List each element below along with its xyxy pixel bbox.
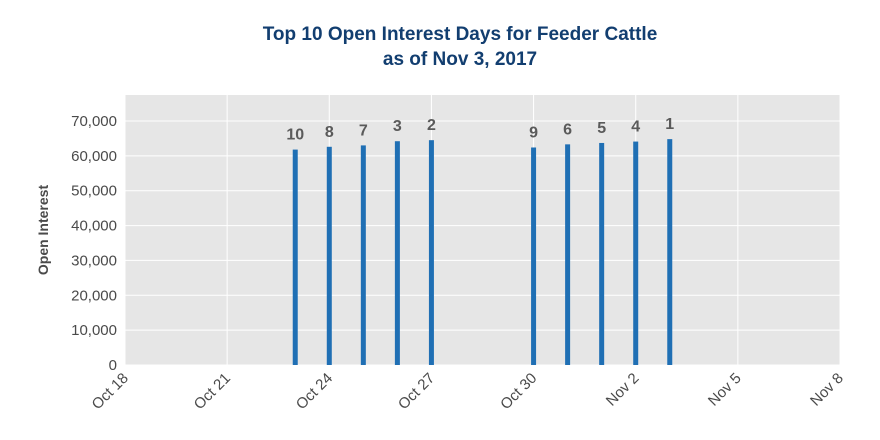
- bar: [360, 145, 366, 365]
- y-axis: 0 10,000 20,000 30,000 40,000 50,000 60,000 70,…: [71, 113, 117, 374]
- x-tick-label: Oct 27: [395, 370, 438, 413]
- y-tick-label: 50,000: [71, 183, 117, 200]
- x-tick-label: Oct 18: [89, 370, 132, 413]
- chart-subtitle: as of Nov 3, 2017: [382, 49, 538, 70]
- bars: [292, 139, 673, 365]
- y-tick-label: 10,000: [71, 322, 117, 339]
- x-tick-label: Oct 30: [497, 370, 540, 413]
- bar: [565, 144, 571, 365]
- bar: [633, 141, 639, 365]
- y-tick-label: 40,000: [71, 218, 117, 235]
- x-tick-label: Nov 5: [705, 370, 745, 410]
- bar: [394, 141, 400, 365]
- chart-title: Top 10 Open Interest Days for Feeder Cat…: [262, 24, 658, 45]
- bar: [531, 147, 537, 365]
- bar-rank-label: 4: [631, 119, 640, 136]
- x-tick-label: Nov 8: [807, 370, 847, 410]
- x-axis: Oct 18 Oct 21 Oct 24 Oct 27 Oct 30 Nov 2 Nov 5…: [89, 370, 847, 413]
- plot-area: [125, 95, 840, 365]
- y-tick-label: 0: [109, 357, 117, 374]
- y-tick-label: 70,000: [71, 113, 117, 130]
- bar-rank-label: 8: [325, 124, 334, 141]
- data-labels: 10 8 7 3 2 9 6 5 4 1: [286, 116, 674, 143]
- bar-rank-label: 5: [597, 120, 606, 137]
- bar: [667, 139, 673, 365]
- bar-rank-label: 1: [665, 116, 674, 133]
- x-tick-label: Nov 2: [603, 370, 643, 410]
- bar: [428, 140, 434, 365]
- y-tick-label: 30,000: [71, 252, 117, 269]
- bar-rank-label: 6: [563, 121, 572, 138]
- y-tick-label: 60,000: [71, 148, 117, 165]
- bar-rank-label: 10: [286, 127, 304, 144]
- bar-rank-label: 3: [393, 118, 402, 135]
- x-tick-label: Oct 24: [293, 370, 336, 413]
- bar-rank-label: 9: [529, 124, 538, 141]
- bar: [326, 146, 332, 365]
- bar-rank-label: 2: [427, 117, 436, 134]
- bar: [292, 149, 298, 365]
- chart-title-block: Top 10 Open Interest Days for Feeder Cat…: [0, 22, 880, 72]
- y-axis-label: Open Interest: [35, 185, 51, 276]
- bar: [599, 142, 605, 365]
- x-tick-label: Oct 21: [191, 370, 234, 413]
- y-tick-label: 20,000: [71, 287, 117, 304]
- bar-rank-label: 7: [359, 122, 368, 139]
